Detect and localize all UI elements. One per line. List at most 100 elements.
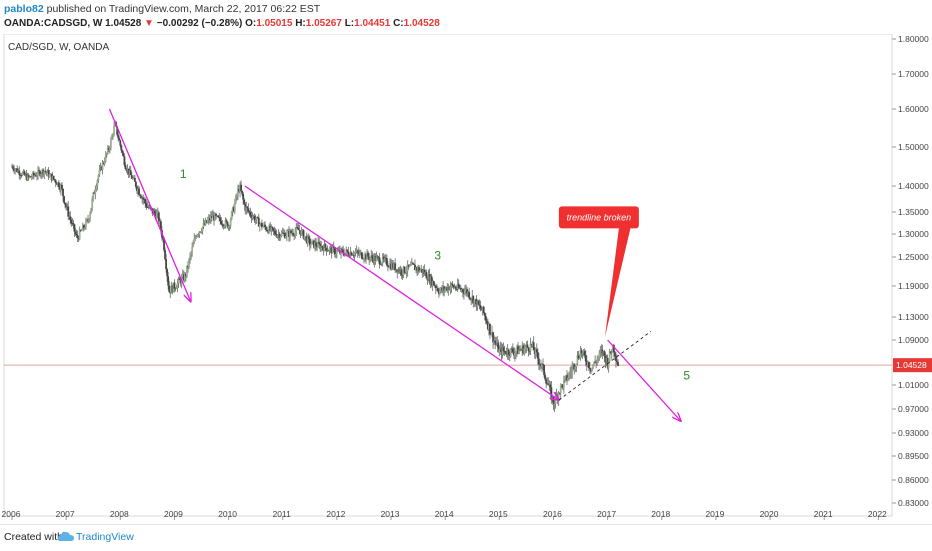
candle-body [411,262,414,264]
candle-body [156,212,159,214]
price-axis[interactable]: 1.80000 1.70000 1.60000 1.50000 1.40000 1.350… [892,34,932,508]
candle-body [16,168,19,173]
x-tick-label: 2008 [110,509,129,519]
candle-body [442,286,444,291]
candle-body [617,362,619,367]
candle-body [443,286,446,291]
candle-body [187,265,189,268]
candle-body [543,364,545,376]
candle-body [158,221,161,223]
candle-body [387,265,389,267]
candle-body [123,156,126,166]
candle-body [169,291,172,294]
candle-body [191,247,194,253]
candle-body [18,170,21,175]
candle-body [39,171,42,176]
candle-body [42,169,45,175]
candle-body [439,291,441,294]
candle-body [479,305,482,309]
candle-body [419,270,422,272]
candle-body [423,269,426,274]
candle-body [52,175,55,180]
candle-body [196,234,199,237]
candle-body [560,384,563,386]
candle-body [322,247,325,252]
candle-body [541,363,543,366]
x-tick-label: 2013 [381,509,400,519]
candle-body [207,217,210,221]
candle-body [82,225,85,229]
candle-body [26,175,29,180]
candle-body [525,344,528,347]
candle-body [163,239,165,251]
candle-body [178,278,181,280]
price-chart[interactable]: 1 3 5 trendline broken 1.80000 1.70000 1.6000… [0,34,932,524]
candle-body [273,230,276,232]
candle-body [121,150,124,153]
candle-body [213,215,215,221]
candle-body [398,269,401,273]
candle-body [320,246,323,250]
candle-body [276,235,279,237]
candle-body [212,215,214,218]
candle-body [94,189,97,194]
candle-body [236,195,238,197]
candle-body [461,289,464,292]
tradingview-cloud-icon [58,531,74,541]
candle-body [31,172,34,178]
candle-body [19,174,22,176]
candle-body [55,183,58,185]
wave-label: 3 [434,248,441,262]
candle-body [251,216,254,218]
candle-body [570,372,573,374]
candle-body [285,232,288,237]
publish-info: pablo82 published on TradingView.com, Ma… [4,3,320,15]
candle-body [216,215,219,217]
candle-body [318,242,321,244]
candle-body [172,282,175,293]
candle-body [518,349,521,354]
candle-body [492,332,494,343]
candle-body [232,207,235,212]
candle-body [126,168,129,171]
time-axis[interactable]: 2006 2007 2008 2009 2010 2011 2012 2013 2014 2015… [2,509,888,520]
candle-body [41,169,44,174]
candle-body [95,185,98,190]
candle-body [203,223,206,225]
candle-body [351,254,354,256]
candle-body [140,196,143,199]
candle-body [407,264,410,267]
candle-body [576,355,579,364]
candle-body [237,189,239,196]
candle-body [512,352,515,356]
candle-body [298,229,301,231]
candle-body [64,202,67,205]
candle-body [590,369,592,372]
candle-body [118,138,121,141]
x-tick-label: 2021 [814,509,833,519]
candle-body [401,274,404,276]
candle-body [288,230,290,237]
x-tick-label: 2014 [435,509,454,519]
x-tick-label: 2016 [543,509,562,519]
candle-body [586,361,589,366]
candle-body [380,263,383,265]
candle-body [357,252,360,255]
candle-body [303,236,306,239]
tradingview-brand[interactable]: TradingView [76,531,134,543]
candle-body [459,287,462,290]
candle-body [132,177,135,179]
username-link[interactable]: pablo82 [4,3,44,15]
candle-body [603,351,606,356]
candle-body [66,206,69,208]
candle-body [176,282,179,288]
candle-body [193,238,196,244]
candle-body [528,350,531,352]
candle-body [503,350,506,352]
candle-body [265,226,267,231]
candle-body [54,180,57,184]
candle-body [612,344,615,353]
candle-body [382,256,385,260]
candle-body [428,274,431,283]
candle-body [32,172,35,176]
